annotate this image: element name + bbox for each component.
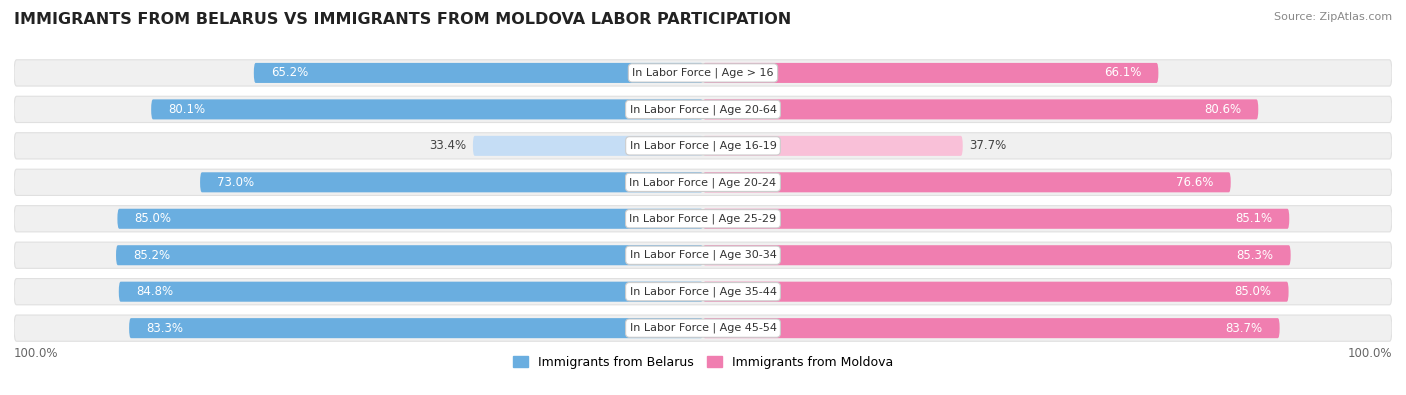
Text: 65.2%: 65.2% [271, 66, 308, 79]
Text: In Labor Force | Age 20-24: In Labor Force | Age 20-24 [630, 177, 776, 188]
FancyBboxPatch shape [14, 242, 1392, 268]
Text: 37.7%: 37.7% [970, 139, 1007, 152]
FancyBboxPatch shape [152, 100, 703, 119]
Text: 33.4%: 33.4% [429, 139, 465, 152]
Text: 80.6%: 80.6% [1204, 103, 1241, 116]
Text: In Labor Force | Age > 16: In Labor Force | Age > 16 [633, 68, 773, 78]
Text: In Labor Force | Age 35-44: In Labor Force | Age 35-44 [630, 286, 776, 297]
Text: 73.0%: 73.0% [218, 176, 254, 189]
Legend: Immigrants from Belarus, Immigrants from Moldova: Immigrants from Belarus, Immigrants from… [508, 351, 898, 374]
FancyBboxPatch shape [703, 245, 1291, 265]
Text: In Labor Force | Age 25-29: In Labor Force | Age 25-29 [630, 214, 776, 224]
Text: 84.8%: 84.8% [136, 285, 173, 298]
FancyBboxPatch shape [14, 133, 1392, 159]
FancyBboxPatch shape [14, 60, 1392, 86]
FancyBboxPatch shape [14, 278, 1392, 305]
FancyBboxPatch shape [117, 245, 703, 265]
Text: In Labor Force | Age 30-34: In Labor Force | Age 30-34 [630, 250, 776, 260]
FancyBboxPatch shape [703, 136, 963, 156]
FancyBboxPatch shape [118, 209, 703, 229]
Text: Source: ZipAtlas.com: Source: ZipAtlas.com [1274, 12, 1392, 22]
Text: 66.1%: 66.1% [1104, 66, 1142, 79]
FancyBboxPatch shape [14, 206, 1392, 232]
FancyBboxPatch shape [703, 100, 1258, 119]
FancyBboxPatch shape [14, 169, 1392, 196]
FancyBboxPatch shape [14, 96, 1392, 122]
Text: 83.7%: 83.7% [1225, 322, 1263, 335]
Text: 85.3%: 85.3% [1236, 249, 1274, 262]
FancyBboxPatch shape [472, 136, 703, 156]
Text: IMMIGRANTS FROM BELARUS VS IMMIGRANTS FROM MOLDOVA LABOR PARTICIPATION: IMMIGRANTS FROM BELARUS VS IMMIGRANTS FR… [14, 12, 792, 27]
FancyBboxPatch shape [703, 172, 1230, 192]
FancyBboxPatch shape [14, 315, 1392, 341]
Text: 85.1%: 85.1% [1234, 212, 1272, 225]
FancyBboxPatch shape [703, 318, 1279, 338]
Text: In Labor Force | Age 16-19: In Labor Force | Age 16-19 [630, 141, 776, 151]
Text: In Labor Force | Age 20-64: In Labor Force | Age 20-64 [630, 104, 776, 115]
Text: 85.2%: 85.2% [134, 249, 170, 262]
Text: 80.1%: 80.1% [169, 103, 205, 116]
Text: 100.0%: 100.0% [1347, 347, 1392, 360]
FancyBboxPatch shape [703, 63, 1159, 83]
Text: 85.0%: 85.0% [135, 212, 172, 225]
Text: 85.0%: 85.0% [1234, 285, 1271, 298]
FancyBboxPatch shape [200, 172, 703, 192]
Text: 76.6%: 76.6% [1177, 176, 1213, 189]
FancyBboxPatch shape [703, 282, 1289, 302]
FancyBboxPatch shape [703, 209, 1289, 229]
FancyBboxPatch shape [118, 282, 703, 302]
Text: 100.0%: 100.0% [14, 347, 59, 360]
Text: In Labor Force | Age 45-54: In Labor Force | Age 45-54 [630, 323, 776, 333]
Text: 83.3%: 83.3% [146, 322, 183, 335]
FancyBboxPatch shape [254, 63, 703, 83]
FancyBboxPatch shape [129, 318, 703, 338]
